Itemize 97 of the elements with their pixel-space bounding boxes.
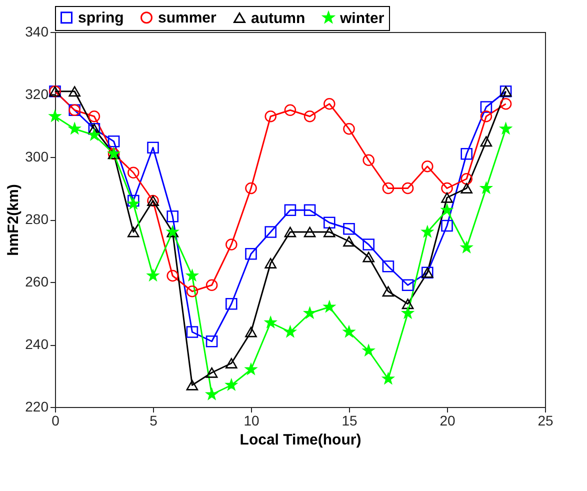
point <box>226 298 238 310</box>
point <box>343 122 355 135</box>
point <box>284 104 296 116</box>
point <box>166 270 178 282</box>
point <box>441 204 453 216</box>
point <box>480 182 492 194</box>
point <box>382 286 394 297</box>
point <box>500 98 512 110</box>
point <box>402 298 414 310</box>
legend-label: spring <box>78 10 124 27</box>
point <box>343 222 355 235</box>
point <box>226 238 238 250</box>
point <box>206 388 218 400</box>
point <box>402 279 414 292</box>
y-tick-label: 300 <box>25 148 49 164</box>
point <box>186 380 198 390</box>
point <box>128 194 140 207</box>
point <box>68 122 80 134</box>
x-tick-label: 25 <box>538 412 554 428</box>
point <box>206 367 218 378</box>
x-tick-label: 15 <box>342 412 358 428</box>
point <box>186 326 198 338</box>
x-tick-label: 0 <box>52 412 60 428</box>
point <box>147 142 159 154</box>
point <box>284 226 296 238</box>
legend-label: winter <box>339 10 384 27</box>
point <box>128 226 140 238</box>
point <box>245 248 257 260</box>
point <box>402 182 414 194</box>
point <box>362 252 374 262</box>
point <box>186 270 198 281</box>
point <box>441 182 453 194</box>
point <box>460 148 472 160</box>
legend-label: summer <box>158 10 217 27</box>
point <box>324 216 336 229</box>
legend-label: autumn <box>251 10 306 27</box>
point <box>362 238 374 250</box>
x-tick-label: 10 <box>244 412 260 428</box>
point <box>206 335 218 348</box>
y-tick-label: 280 <box>25 211 49 227</box>
point <box>324 301 336 312</box>
point <box>422 160 434 172</box>
point <box>422 226 434 237</box>
point <box>88 129 100 140</box>
point <box>147 270 159 281</box>
point <box>441 192 453 203</box>
point <box>382 260 394 272</box>
point <box>460 242 472 253</box>
point <box>226 379 238 390</box>
point <box>245 326 257 338</box>
point <box>264 316 276 328</box>
point <box>324 98 336 110</box>
point <box>382 372 394 384</box>
point <box>206 279 218 292</box>
point <box>480 110 492 122</box>
point <box>304 226 316 238</box>
point <box>284 326 296 337</box>
point <box>245 182 257 194</box>
y-axis-title: hmF2(km) <box>5 184 22 256</box>
point <box>108 135 120 148</box>
y-tick-label: 220 <box>25 398 49 414</box>
point <box>441 220 453 232</box>
point <box>362 344 374 356</box>
x-axis-title: Local Time(hour) <box>240 432 362 448</box>
y-tick-label: 340 <box>25 24 49 40</box>
point <box>324 226 336 238</box>
point <box>343 236 355 247</box>
point <box>480 101 492 113</box>
point <box>245 364 257 374</box>
point <box>166 210 178 222</box>
point <box>500 122 512 134</box>
point <box>460 183 472 194</box>
point <box>362 154 374 166</box>
point <box>128 198 140 209</box>
point <box>186 285 198 298</box>
point <box>49 110 61 122</box>
point <box>226 358 238 368</box>
point <box>304 110 316 122</box>
x-tick-label: 5 <box>150 412 158 428</box>
point <box>304 204 316 216</box>
point <box>264 226 276 238</box>
point <box>460 172 472 185</box>
y-tick-label: 260 <box>25 274 49 290</box>
point <box>88 110 100 122</box>
point <box>304 307 316 318</box>
point <box>480 136 492 147</box>
point <box>264 110 276 122</box>
y-tick-label: 240 <box>25 336 49 352</box>
point <box>284 204 296 216</box>
y-tick-label: 320 <box>25 86 49 102</box>
point <box>382 182 394 194</box>
x-tick-label: 20 <box>440 412 456 428</box>
point <box>264 258 276 268</box>
point <box>68 86 80 97</box>
point <box>343 326 355 337</box>
point <box>402 307 414 318</box>
point <box>128 166 140 179</box>
